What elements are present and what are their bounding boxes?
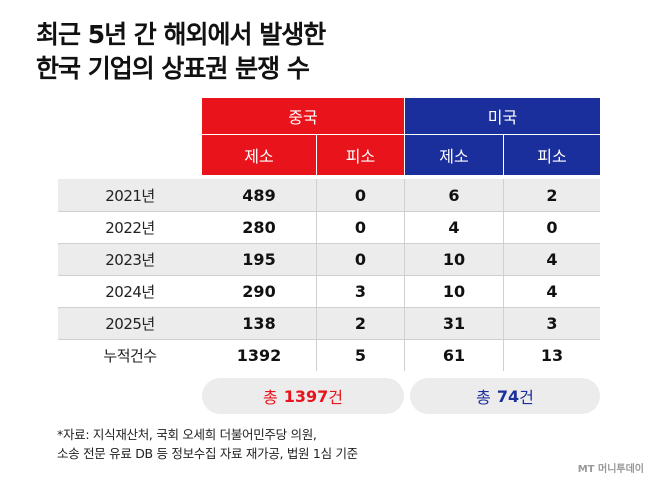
grid-hline [58, 339, 600, 340]
source-line-1: *자료: 지식재산처, 국회 오세희 더불어민주당 의원, [57, 427, 317, 442]
table-cell: 489 [242, 185, 276, 205]
table-cell: 0 [354, 185, 367, 205]
row-label: 누적건수 [103, 346, 157, 365]
table-cell: 10 [442, 281, 466, 301]
group-header-usa: 미국 [405, 98, 600, 134]
table-cell: 31 [442, 313, 466, 333]
table-cell: 290 [242, 281, 276, 301]
sub-header-usa-sued: 피소 [504, 135, 600, 175]
grid-hline [58, 307, 600, 308]
row-label: 2022년 [105, 218, 155, 237]
row-label: 2025년 [105, 314, 155, 333]
row-label: 2021년 [105, 186, 155, 205]
table-row: 2025년 138 2 31 3 [58, 307, 600, 339]
table-row: 2024년 290 3 10 4 [58, 275, 600, 307]
sub-header-usa-sue: 제소 [405, 135, 503, 175]
total-usa-value: 74 [496, 386, 520, 406]
sub-header-china-sued: 피소 [317, 135, 404, 175]
table-cell: 6 [448, 185, 460, 205]
table-cell: 0 [354, 217, 367, 237]
table-cell: 280 [242, 217, 276, 237]
chart-title: 최근 5년 간 해외에서 발생한 한국 기업의 상표권 분쟁 수 [36, 18, 326, 86]
table-cell: 4 [546, 281, 558, 301]
group-header-china: 중국 [202, 98, 404, 134]
total-usa-prefix: 총 [476, 388, 491, 407]
publisher-logo: MT 머니투데이 [577, 464, 644, 475]
table-cell: 13 [540, 345, 564, 365]
total-china-pill: 총 1397 건 [202, 378, 404, 414]
table-cell: 4 [448, 217, 460, 237]
table-cell: 3 [546, 313, 558, 333]
source-note: *자료: 지식재산처, 국회 오세희 더불어민주당 의원, 소송 전문 유료 D… [57, 425, 358, 463]
table-row: 2023년 195 0 10 4 [58, 243, 600, 275]
table-cell: 4 [546, 249, 558, 269]
table-row: 2021년 489 0 6 2 [58, 179, 600, 211]
table-row: 누적건수 1392 5 61 13 [58, 339, 600, 371]
table-cell: 1392 [236, 345, 282, 365]
grid-hline [58, 211, 600, 212]
title-line-1: 최근 5년 간 해외에서 발생한 [36, 20, 326, 49]
row-label: 2024년 [105, 282, 155, 301]
table-cell: 138 [242, 313, 276, 333]
total-usa-pill: 총 74 건 [410, 378, 600, 414]
table-cell: 2 [354, 313, 367, 333]
sub-header-china-sue: 제소 [202, 135, 316, 175]
table-cell: 2 [546, 185, 558, 205]
grid-hline [58, 275, 600, 276]
table-cell: 195 [242, 249, 276, 269]
row-label: 2023년 [105, 250, 155, 269]
title-line-2: 한국 기업의 상표권 분쟁 수 [36, 54, 310, 83]
table-cell: 5 [354, 345, 367, 365]
table-cell: 0 [354, 249, 367, 269]
total-usa-suffix: 건 [519, 388, 534, 407]
table-cell: 61 [442, 345, 466, 365]
table-cell: 0 [546, 217, 558, 237]
total-china-prefix: 총 [263, 388, 278, 407]
total-china-suffix: 건 [328, 388, 343, 407]
grid-hline [58, 243, 600, 244]
total-china-value: 1397 [283, 386, 329, 406]
table-row: 2022년 280 0 4 0 [58, 211, 600, 243]
source-line-2: 소송 전문 유료 DB 등 정보수집 자료 재가공, 법원 1심 기준 [57, 446, 358, 461]
table-cell: 10 [442, 249, 466, 269]
table-cell: 3 [354, 281, 367, 301]
